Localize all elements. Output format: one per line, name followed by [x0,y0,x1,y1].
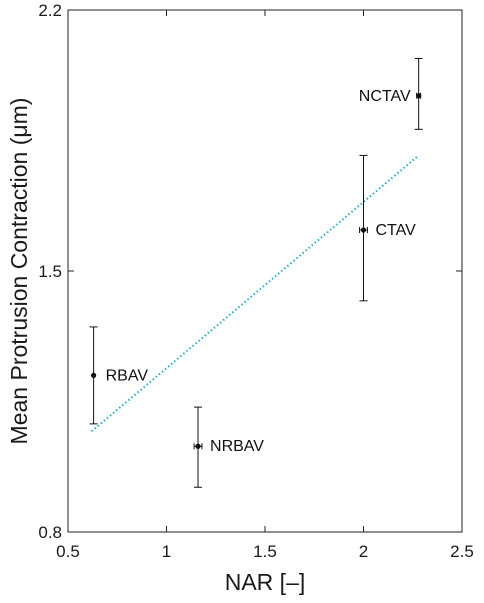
axis-ticks [67,9,463,533]
x-tick-label: 1.5 [253,542,277,561]
fit-line [90,154,420,433]
y-axis-title: Mean Protrusion Contraction (μm) [6,98,32,445]
x-axis-title: NAR [–] [225,569,306,595]
tick-labels: 0.5 1 1.5 2 2.5 0.8 1.5 2.2 [38,1,473,561]
y-tick-label: 0.8 [38,523,62,542]
point-label: RBAV [106,367,149,384]
x-tick-label: 2 [359,542,368,561]
data-point-nctav: NCTAV [359,57,423,130]
point-label: NCTAV [359,88,411,105]
point-marker [360,227,367,233]
data-point-ctav: CTAV [359,154,417,302]
point-marker [416,93,422,99]
x-tick-label: 2.5 [450,542,474,561]
y-tick-label: 2.2 [38,1,62,20]
y-tick-label: 1.5 [38,262,62,281]
data-point-rbav: RBAV [89,326,149,425]
point-marker [91,372,97,378]
point-marker [195,443,201,449]
data-point-nrbav: NRBAV [193,406,264,488]
data-points: RBAV NRBAV CTAV NCTAV [89,57,423,488]
x-tick-label: 1 [162,542,171,561]
point-label: CTAV [376,222,417,239]
point-label: NRBAV [210,438,264,455]
x-tick-label: 0.5 [56,542,80,561]
